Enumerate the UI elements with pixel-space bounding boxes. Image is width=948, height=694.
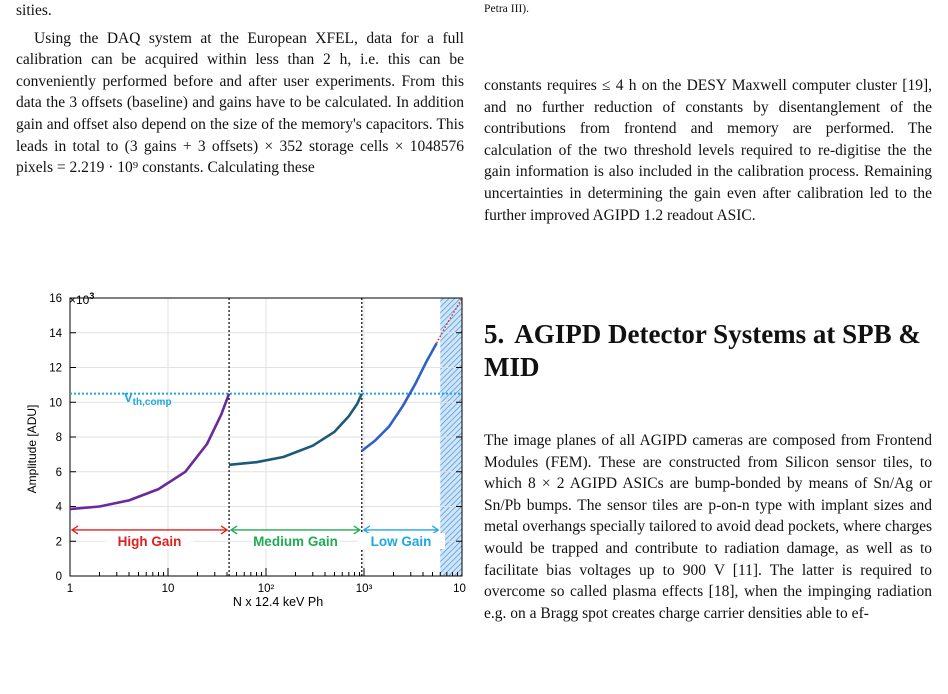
threshold-label: Vth,comp xyxy=(124,390,172,408)
x-tick-label: 1 xyxy=(67,583,73,595)
arrow-head-left xyxy=(229,525,238,535)
y-tick-label: 12 xyxy=(49,363,62,375)
arrow-head-left xyxy=(70,525,79,535)
y-tick-label: 4 xyxy=(56,502,63,514)
region-label: High Gain xyxy=(118,534,182,549)
gain-chart: 0 2 4 6 8 10 12 14 16 1 10 10² 10³ 10⁴ High Gain Medium… xyxy=(25,291,466,609)
gain-curve xyxy=(69,393,231,511)
y-tick-label: 6 xyxy=(56,467,62,479)
region-label-bg xyxy=(251,532,340,549)
x-tick-label: 10³ xyxy=(356,583,373,595)
left-column: sities. Using the DAQ system at the Euro… xyxy=(16,0,464,179)
arrow-head-right xyxy=(353,525,361,535)
region-label: Low Gain xyxy=(371,534,432,549)
region-label: Medium Gain xyxy=(253,534,338,549)
arrow-head-right xyxy=(220,525,229,535)
arrow-head-right xyxy=(431,525,440,535)
section-heading: 5. AGIPD Detector Systems at SPB & MID xyxy=(484,318,932,384)
y-tick-label: 2 xyxy=(56,536,62,548)
paragraph-frontend-modules: The image planes of all AGIPD cameras ar… xyxy=(484,432,932,622)
right-column-bottom: The image planes of all AGIPD cameras ar… xyxy=(484,430,932,624)
figure-caption-tail: Petra III). xyxy=(484,2,530,15)
y-axis-multiplier: ×103 xyxy=(69,291,94,307)
text-fragment: sities. xyxy=(16,2,52,19)
y-tick-label: 8 xyxy=(56,432,62,444)
region-label-bg xyxy=(105,532,194,549)
section-number: 5. xyxy=(484,319,505,349)
y-tick-label: 0 xyxy=(56,571,62,583)
y-tick-label: 10 xyxy=(49,397,62,409)
x-tick-label: 10⁴ xyxy=(453,583,466,595)
gain-curve xyxy=(361,342,438,452)
section-title: AGIPD Detector Systems at SPB & MID xyxy=(484,319,921,382)
paragraph-calibration: Using the DAQ system at the European XFE… xyxy=(16,29,464,177)
arrow-head-left xyxy=(362,525,371,535)
x-tick-label: 10 xyxy=(162,583,175,595)
x-tick-label: 10² xyxy=(258,583,275,595)
right-column-top: constants requires ≤ 4 h on the DESY Max… xyxy=(484,75,932,226)
paragraph-constants: constants requires ≤ 4 h on the DESY Max… xyxy=(484,77,932,224)
x-axis-label: N x 12.4 keV Ph xyxy=(233,595,323,609)
region-label-bg xyxy=(357,532,446,549)
y-tick-label: 16 xyxy=(49,293,62,305)
gain-curve xyxy=(435,297,463,344)
y-axis-label: Amplitude [ADU] xyxy=(25,405,39,494)
gain-curve xyxy=(228,393,363,467)
y-tick-label: 14 xyxy=(49,328,62,340)
